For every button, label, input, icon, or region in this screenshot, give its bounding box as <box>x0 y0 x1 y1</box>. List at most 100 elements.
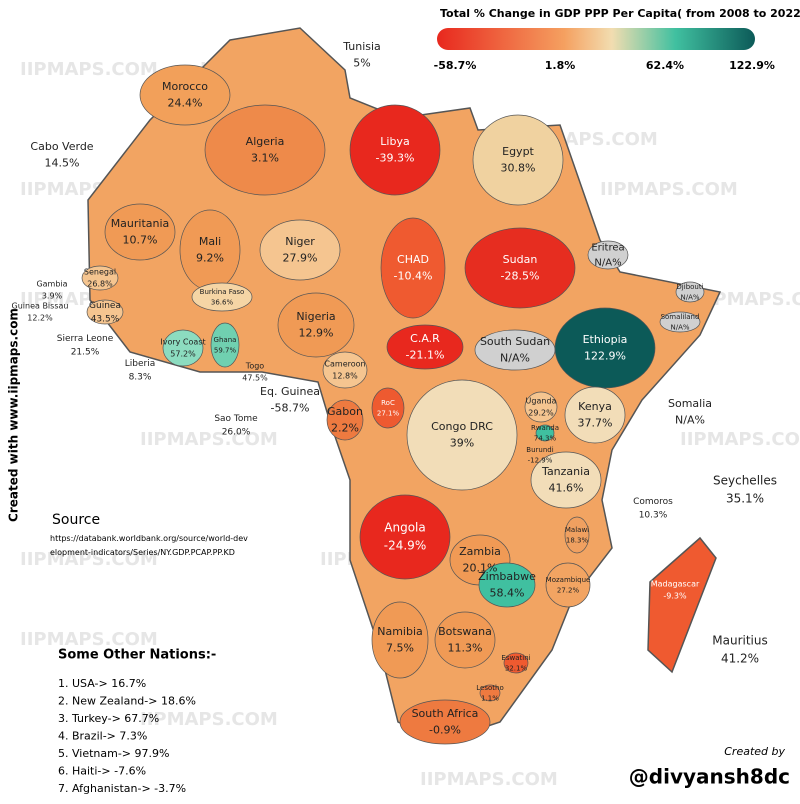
source-box: https://databank.worldbank.org/source/wo… <box>50 534 248 557</box>
country-value: 26.0% <box>222 427 251 437</box>
watermark: IIPMAPS.COM <box>140 709 278 730</box>
country-value: 43.5% <box>91 314 120 324</box>
country-value: 47.5% <box>242 374 268 383</box>
country-value: 36.6% <box>211 298 234 306</box>
country-value: 24.4% <box>168 96 203 109</box>
regions <box>81 64 705 745</box>
country-region <box>139 64 231 126</box>
side-credit: Created with www.iipmaps.com <box>7 308 21 522</box>
country-value: 35.1% <box>726 492 764 506</box>
source-heading: Source <box>52 512 100 528</box>
country-value: 12.2% <box>27 314 53 323</box>
country-value: N/A% <box>670 323 689 331</box>
country-region <box>359 494 451 580</box>
country-value: 20.1% <box>463 561 498 574</box>
watermark: IIPMAPS.COM <box>20 549 158 570</box>
country-name: Namibia <box>377 625 423 638</box>
country-name: Burkina Faso <box>200 288 245 296</box>
source-text: https://databank.worldbank.org/source/wo… <box>50 534 248 557</box>
country-name: Zimbabwe <box>478 570 536 583</box>
legend-label: 122.9% <box>729 59 775 72</box>
other-nation: 5. Vietnam-> 97.9% <box>58 747 169 760</box>
country-value: N/A% <box>675 413 705 426</box>
country-region <box>104 203 176 261</box>
legend-title: Total % Change in GDP PPP Per Capita( fr… <box>440 7 800 20</box>
country-value: -9.3% <box>663 592 687 601</box>
country-name: Tunisia <box>342 40 381 53</box>
country-name: Liberia <box>125 359 155 369</box>
country-value: 3.9% <box>42 292 63 301</box>
legend-label: 1.8% <box>545 59 576 72</box>
country-name: Zambia <box>459 545 501 558</box>
country-name: Ghana <box>214 336 237 344</box>
country-value: 11.3% <box>448 641 483 654</box>
country-region <box>204 104 326 196</box>
country-name: Mozambique <box>546 576 591 584</box>
other-nation: 6. Haiti-> -7.6% <box>58 765 146 778</box>
country-value: 27.2% <box>557 586 580 594</box>
other-nation: 7. Afghanistan-> -3.7% <box>58 782 186 795</box>
other-nation: 1. USA-> 16.7% <box>58 677 146 690</box>
country-value: 74.3% <box>534 434 557 442</box>
country-value: 27.1% <box>377 409 400 417</box>
legend-bar <box>437 28 755 50</box>
country-name: Botswana <box>438 625 492 638</box>
country-name: Guinea <box>89 301 121 311</box>
other-heading: Some Other Nations:- <box>58 648 216 663</box>
country-region <box>472 114 564 206</box>
country-name: Senegal <box>84 268 116 277</box>
country-name: Somaliland <box>661 313 700 321</box>
country-name: Comoros <box>633 497 673 507</box>
country-region <box>259 219 341 281</box>
country-value: 29.2% <box>528 409 554 418</box>
country-value: 122.9% <box>584 349 626 362</box>
country-value: 32.1% <box>505 664 528 672</box>
country-name: RoC <box>381 399 395 407</box>
country-name: Cabo Verde <box>30 140 93 153</box>
country-name: Togo <box>245 362 265 371</box>
country-region <box>191 282 253 312</box>
country-name: Eswatini <box>501 654 530 662</box>
country-value: 58.4% <box>490 586 525 599</box>
country-value: -24.9% <box>384 539 426 553</box>
country-region <box>554 307 656 389</box>
country-name: Mali <box>199 235 221 248</box>
credit-label: Created by <box>724 745 785 758</box>
country-name: CHAD <box>397 253 429 266</box>
other-nation: 2. New Zealand-> 18.6% <box>58 695 196 708</box>
country-region <box>478 562 536 608</box>
country-region <box>326 399 364 441</box>
country-name: Somalia <box>668 397 712 410</box>
legend-label: -58.7% <box>434 59 477 72</box>
country-name: Niger <box>285 235 315 248</box>
country-region <box>380 217 446 319</box>
country-region <box>464 227 576 309</box>
country-value: 9.2% <box>196 251 224 264</box>
country-value: 30.8% <box>501 161 536 174</box>
country-region <box>349 104 441 196</box>
country-value: 8.3% <box>129 372 152 382</box>
country-name: Morocco <box>162 80 208 93</box>
country-value: 21.5% <box>71 347 100 357</box>
country-name: Kenya <box>578 400 612 413</box>
country-value: 27.9% <box>283 251 318 264</box>
watermark: IIPMAPS.COM <box>20 59 158 80</box>
country-name: Libya <box>380 135 409 148</box>
country-value: -10.4% <box>394 269 433 282</box>
country-name: Gabon <box>327 405 363 418</box>
country-name: Angola <box>384 521 425 535</box>
country-name: Sierra Leone <box>57 334 114 344</box>
country-name: Eq. Guinea <box>260 385 320 398</box>
watermark: IIPMAPS.COM <box>600 179 738 200</box>
country-region <box>524 391 558 423</box>
country-region <box>210 322 240 368</box>
country-region <box>503 652 529 674</box>
country-name: Ethiopia <box>583 333 628 346</box>
country-name: Djibouti <box>676 283 703 291</box>
other-nation: 3. Turkey-> 67.7% <box>58 712 159 725</box>
country-value: 12.8% <box>332 372 358 381</box>
country-value: -39.3% <box>376 151 415 164</box>
country-name: Sudan <box>503 253 538 266</box>
country-region <box>399 699 491 745</box>
country-name: C.A.R <box>410 332 440 345</box>
